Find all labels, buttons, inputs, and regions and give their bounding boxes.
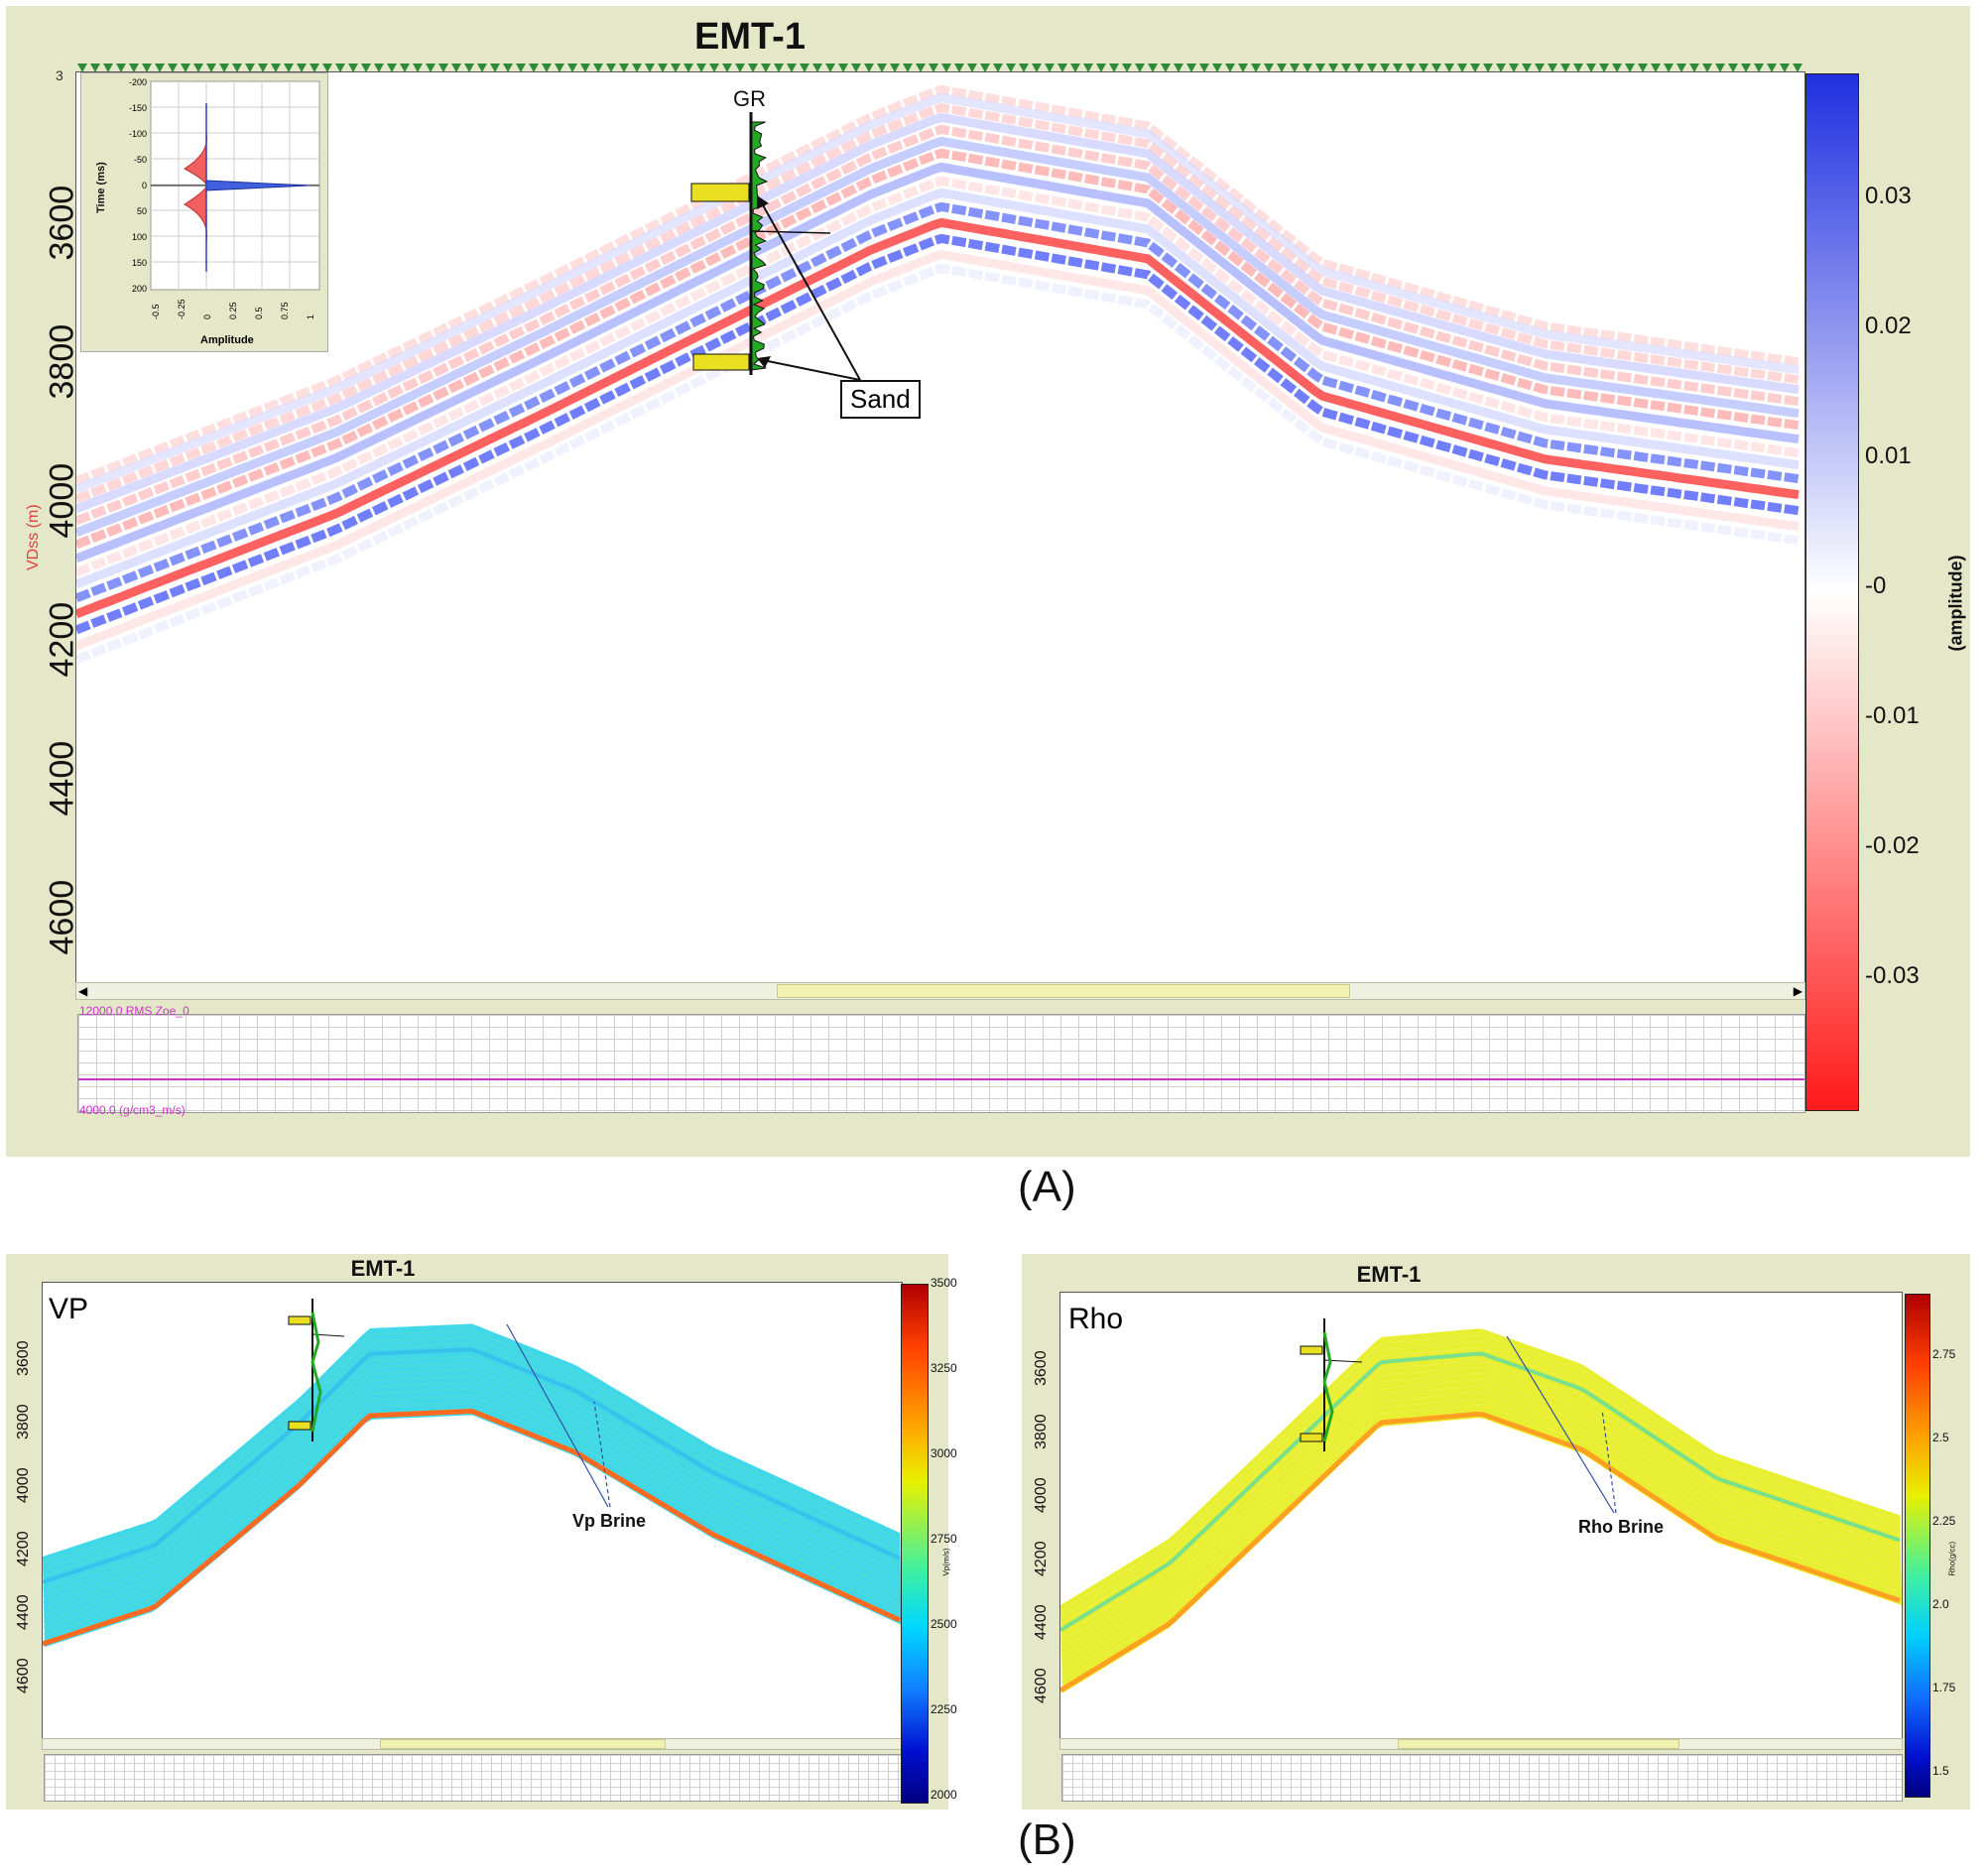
vp-colorbar-label: Vp(m/s) <box>941 1548 951 1576</box>
colorbar-tick-1.75: 1.75 <box>1932 1681 1956 1694</box>
depth-tick-4600: 4600 <box>1033 1668 1050 1703</box>
svg-text:0: 0 <box>202 314 212 319</box>
svg-text:0: 0 <box>142 181 147 190</box>
colorbar-tick--0.02: -0.02 <box>1865 832 1920 859</box>
seismic-wiggle-image <box>76 84 1800 665</box>
wavelet-inset: -200 -150 -100 -50 0 50 100 150 200 -0.5 -0.25 0 0.2… <box>80 72 328 352</box>
colorbar-tick-2.25: 2.25 <box>1932 1514 1956 1528</box>
depth-tick-4600: 4600 <box>43 879 81 955</box>
rho-colorbar <box>1905 1294 1930 1798</box>
depth-tick-3600: 3600 <box>15 1340 32 1376</box>
depth-tick-4000: 4000 <box>1033 1477 1050 1513</box>
depth-axis-label: VDss (m) <box>25 504 42 570</box>
panel-vp-title: EMT-1 <box>350 1256 416 1281</box>
vp-model-image <box>43 1299 902 1648</box>
colorbar-tick-0.02: 0.02 <box>1865 312 1912 339</box>
svg-text:-50: -50 <box>134 155 147 165</box>
depth-tick-4200: 4200 <box>43 601 81 678</box>
colorbar-tick-2250: 2250 <box>931 1702 957 1716</box>
vp-lower-track <box>44 1754 903 1802</box>
top-tick-marks <box>77 63 1802 72</box>
vp-brine-annotation: Vp Brine <box>572 1511 647 1531</box>
depth-tick-4600: 4600 <box>15 1658 32 1693</box>
colorbar-label: (amplitude) <box>1945 555 1966 652</box>
depth-tick-3800: 3800 <box>43 323 81 400</box>
panel-a-title: EMT-1 <box>694 16 806 58</box>
rho-model-image <box>1060 1318 1902 1693</box>
panel-rho-title: EMT-1 <box>1356 1262 1422 1287</box>
rho-scroll-thumb[interactable] <box>1398 1739 1679 1749</box>
svg-text:0.75: 0.75 <box>280 302 290 319</box>
caption-a: (A) <box>1018 1163 1076 1211</box>
colorbar-tick--0.03: -0.03 <box>1865 962 1920 989</box>
inset-xlabel: Amplitude <box>200 334 254 346</box>
svg-text:200: 200 <box>132 284 147 294</box>
top-left-tick: 3 <box>56 67 63 83</box>
svg-text:1: 1 <box>306 314 315 319</box>
depth-tick-4200: 4200 <box>15 1531 32 1566</box>
depth-tick-4400: 4400 <box>43 740 81 816</box>
lower-track-bottom-label: 4000.0 (g/cm3_m/s) <box>79 1103 186 1117</box>
inset-ylabel: Time (ms) <box>95 162 107 213</box>
colorbar-tick-2000: 2000 <box>931 1788 957 1802</box>
colorbar-tick-1.5: 1.5 <box>1932 1764 1949 1778</box>
svg-text:-100: -100 <box>129 129 147 139</box>
amplitude-colorbar <box>1805 73 1859 1111</box>
rho-lower-track <box>1061 1754 1903 1802</box>
depth-tick-4400: 4400 <box>15 1594 32 1630</box>
vp-scroll-thumb[interactable] <box>380 1739 666 1749</box>
depth-tick-4000: 4000 <box>43 462 81 539</box>
colorbar-tick--0.01: -0.01 <box>1865 702 1920 729</box>
depth-tick-3600: 3600 <box>1033 1350 1050 1386</box>
panel-a: EMT-1 3 VDss (m) -200 -150 -100 -50 0 50 100 15… <box>6 6 1970 1157</box>
svg-text:0.5: 0.5 <box>254 307 264 319</box>
panel-vp: EMT-1 VP Vp Brine Vp(m/s) 3600 3800 4000 42… <box>6 1254 957 1810</box>
depth-tick-3600: 3600 <box>43 185 81 261</box>
vp-scrollbar[interactable] <box>42 1738 903 1750</box>
svg-text:-150: -150 <box>129 103 147 113</box>
colorbar-tick-2500: 2500 <box>931 1617 957 1631</box>
colorbar-tick-2.5: 2.5 <box>1932 1431 1949 1444</box>
scroll-thumb[interactable] <box>777 984 1350 998</box>
rho-brine-annotation: Rho Brine <box>1578 1517 1665 1537</box>
colorbar-tick-3250: 3250 <box>931 1361 957 1375</box>
svg-text:-0.25: -0.25 <box>177 299 186 319</box>
depth-tick-3800: 3800 <box>1033 1414 1050 1449</box>
svg-text:-0.5: -0.5 <box>151 304 161 319</box>
rho-section-plot: Rho Rho Brine <box>1059 1292 1903 1740</box>
svg-text:0.25: 0.25 <box>228 302 238 319</box>
lower-track-top-label: 12000.0 RMS Zoe_0 <box>79 1004 189 1018</box>
scroll-right-arrow[interactable]: ▶ <box>1793 984 1802 998</box>
colorbar-tick-0.01: 0.01 <box>1865 442 1912 469</box>
colorbar-tick-2.0: 2.0 <box>1932 1597 1949 1611</box>
colorbar-tick-0.03: 0.03 <box>1865 183 1912 209</box>
vp-colorbar <box>901 1284 929 1804</box>
depth-tick-4200: 4200 <box>1033 1541 1050 1576</box>
svg-text:150: 150 <box>132 258 147 268</box>
seismic-section-plot: -200 -150 -100 -50 0 50 100 150 200 -0.5 -0.25 0 0.2… <box>75 71 1805 984</box>
svg-text:50: 50 <box>137 206 147 216</box>
rho-scrollbar[interactable] <box>1059 1738 1903 1750</box>
colorbar-tick-2.75: 2.75 <box>1932 1347 1956 1361</box>
svg-text:-200: -200 <box>129 77 147 87</box>
rms-zoe-line <box>78 1078 1804 1080</box>
svg-text:100: 100 <box>132 232 147 242</box>
gr-log-label: GR <box>733 86 766 111</box>
colorbar-tick--0: -0 <box>1865 572 1887 599</box>
colorbar-tick-2750: 2750 <box>931 1532 957 1546</box>
panel-rho: EMT-1 Rho Rho Brine Rho(g/cc) 3600 3800 40… <box>1022 1254 1970 1810</box>
lower-log-track <box>77 1014 1805 1113</box>
colorbar-tick-3500: 3500 <box>931 1276 957 1290</box>
scroll-left-arrow[interactable]: ◀ <box>78 984 88 998</box>
rho-corner-label: Rho <box>1068 1303 1124 1335</box>
vp-section-plot: VP Vp Brine <box>42 1282 903 1740</box>
depth-tick-4400: 4400 <box>1033 1604 1050 1640</box>
depth-tick-4000: 4000 <box>15 1467 32 1503</box>
caption-b: (B) <box>1018 1815 1076 1864</box>
depth-tick-3800: 3800 <box>15 1404 32 1439</box>
sand-annotation: Sand <box>840 380 921 419</box>
vp-corner-label: VP <box>49 1293 89 1325</box>
colorbar-tick-3000: 3000 <box>931 1446 957 1460</box>
horizontal-scrollbar[interactable]: ◀ ▶ <box>75 982 1805 1000</box>
